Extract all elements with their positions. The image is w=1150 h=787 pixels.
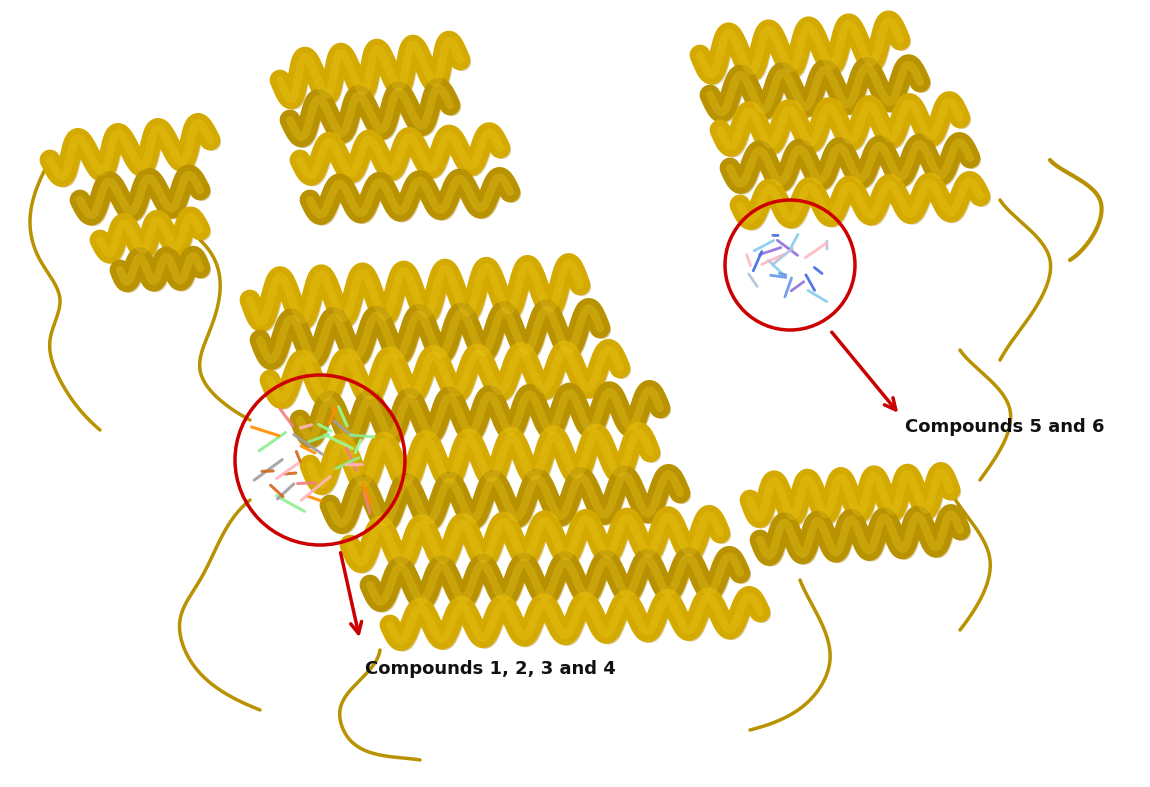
Text: Compounds 5 and 6: Compounds 5 and 6 bbox=[905, 418, 1104, 436]
Text: Compounds 1, 2, 3 and 4: Compounds 1, 2, 3 and 4 bbox=[365, 660, 615, 678]
